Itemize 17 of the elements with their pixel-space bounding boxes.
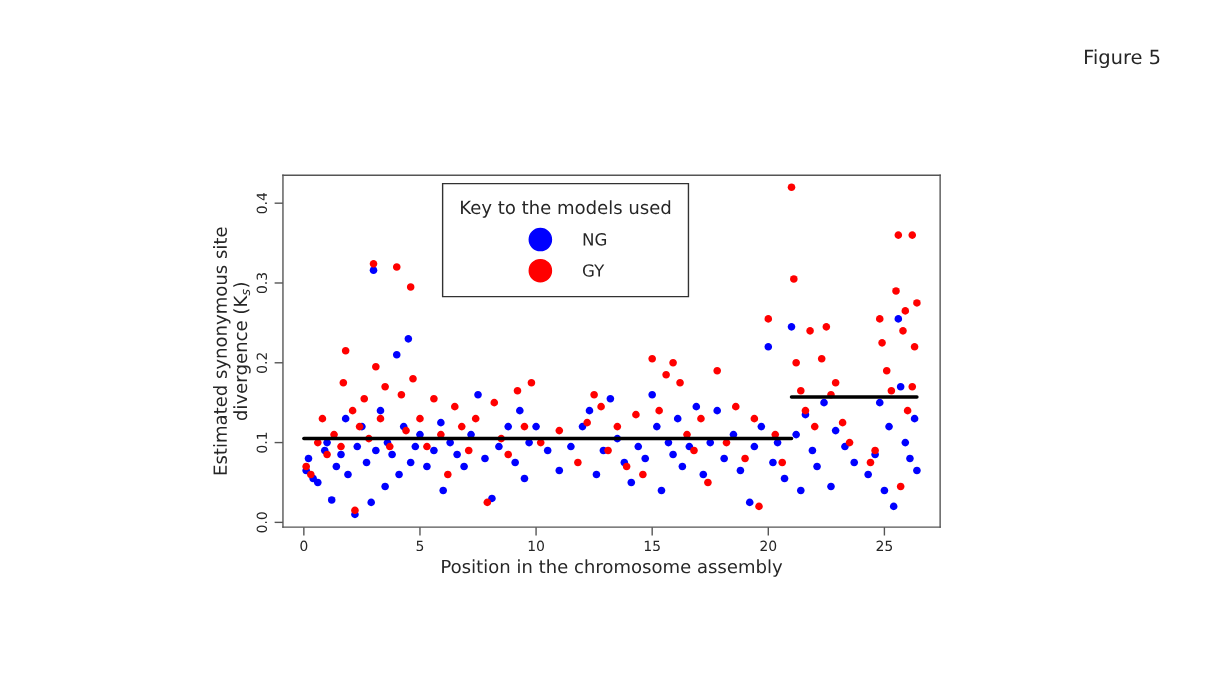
x-tick-label: 25 bbox=[876, 540, 893, 552]
y-tick-label: 0.2 bbox=[256, 353, 268, 373]
y-tick-label: 0.1 bbox=[256, 432, 268, 453]
caption: Figure 5 bbox=[1085, 49, 1160, 69]
legend-label: NG bbox=[583, 233, 607, 246]
y-tick-label: 0.4 bbox=[256, 192, 268, 214]
y-tick-label: 0.0 bbox=[256, 512, 268, 533]
y-axis-title: Estimated synonymous site divergence (K$_{s}$) bbox=[213, 227, 251, 475]
x-tick-label: 0 bbox=[300, 540, 308, 552]
x-tick-label: 10 bbox=[528, 540, 544, 552]
x-axis-title: Position in the chromosome assembly bbox=[442, 559, 783, 577]
x-tick-label: 5 bbox=[416, 540, 424, 552]
legend-label: GY bbox=[582, 264, 605, 277]
y-tick-label: 0.3 bbox=[256, 273, 268, 294]
x-tick-label: 20 bbox=[760, 540, 777, 552]
x-tick-label: 15 bbox=[644, 540, 660, 552]
legend-title: Key to the models used bbox=[461, 200, 671, 218]
